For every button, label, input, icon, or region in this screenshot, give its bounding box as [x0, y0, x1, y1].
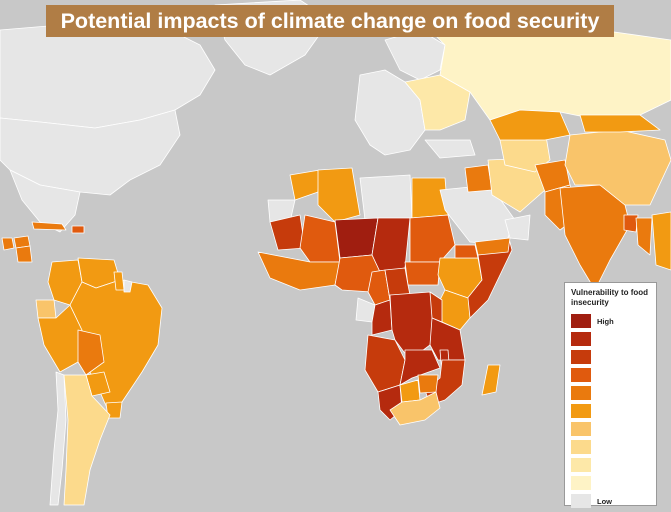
- legend-row: [571, 402, 650, 420]
- legend-swatch: [571, 494, 591, 508]
- region-oman: [504, 214, 531, 241]
- legend-title: Vulnerability to food insecurity: [571, 288, 649, 307]
- region-myanmar: [635, 217, 653, 256]
- legend-row: [571, 348, 650, 366]
- region-western-europe: [354, 69, 426, 156]
- region-eritrea: [454, 244, 479, 259]
- legend-low-label: Low: [597, 496, 612, 506]
- region-yemen: [474, 237, 511, 256]
- legend-swatch: [571, 386, 591, 400]
- region-madagascar: [481, 364, 501, 396]
- region-zimbabwe: [417, 374, 439, 394]
- legend-swatch: [571, 476, 591, 490]
- region-bolivia: [77, 329, 105, 376]
- map-title: Potential impacts of climate change on f…: [46, 5, 614, 37]
- region-mexico: [9, 169, 81, 233]
- region-mongolia: [579, 114, 661, 133]
- region-bangladesh: [623, 214, 639, 233]
- region-congo: [371, 299, 393, 336]
- legend-high-label: High: [597, 316, 614, 326]
- legend-swatch: [571, 314, 591, 328]
- legend-swatch: [571, 440, 591, 454]
- legend-swatch: [571, 422, 591, 436]
- region-mali: [299, 214, 341, 263]
- region-turkey: [424, 139, 476, 159]
- legend-swatch: [571, 350, 591, 364]
- region-iraq: [464, 164, 493, 193]
- legend-row: [571, 474, 650, 492]
- region-cuba: [31, 221, 67, 231]
- legend-swatch: [571, 404, 591, 418]
- region-haiti: [71, 225, 85, 234]
- legend-row: [571, 366, 650, 384]
- region-algeria: [317, 167, 361, 223]
- region-zambia: [399, 349, 441, 386]
- region-suriname: [123, 279, 133, 293]
- legend-scale: High Low: [571, 312, 650, 510]
- legend-row: [571, 420, 650, 438]
- region-ecuador: [35, 299, 57, 319]
- region-sudan: [409, 214, 456, 263]
- region-chad: [371, 217, 411, 273]
- region-china: [564, 129, 671, 206]
- region-nicaragua: [15, 245, 33, 263]
- region-gabon: [355, 297, 376, 323]
- legend-row: [571, 330, 650, 348]
- region-south-africa: [389, 391, 441, 426]
- region-argentina: [63, 374, 111, 506]
- legend-row: Low: [571, 492, 650, 510]
- region-libya: [359, 174, 413, 221]
- region-guatemala: [1, 237, 15, 251]
- legend-row: [571, 438, 650, 456]
- legend-row: [571, 384, 650, 402]
- legend-swatch: [571, 368, 591, 382]
- legend-swatch: [571, 458, 591, 472]
- legend: Vulnerability to food insecurity High Low: [564, 282, 657, 508]
- region-south-sudan: [404, 261, 441, 286]
- legend-row: High: [571, 312, 650, 330]
- region-guyana: [113, 271, 125, 291]
- region-southeast-asia: [651, 211, 671, 271]
- legend-row: [571, 456, 650, 474]
- region-niger: [334, 217, 379, 259]
- region-somalia: [465, 234, 513, 319]
- region-morocco: [289, 169, 321, 201]
- region-scandinavia: [384, 29, 446, 81]
- legend-swatch: [571, 332, 591, 346]
- region-chile: [49, 371, 67, 506]
- region-central-african-republic: [384, 267, 411, 301]
- region-uganda: [429, 291, 443, 323]
